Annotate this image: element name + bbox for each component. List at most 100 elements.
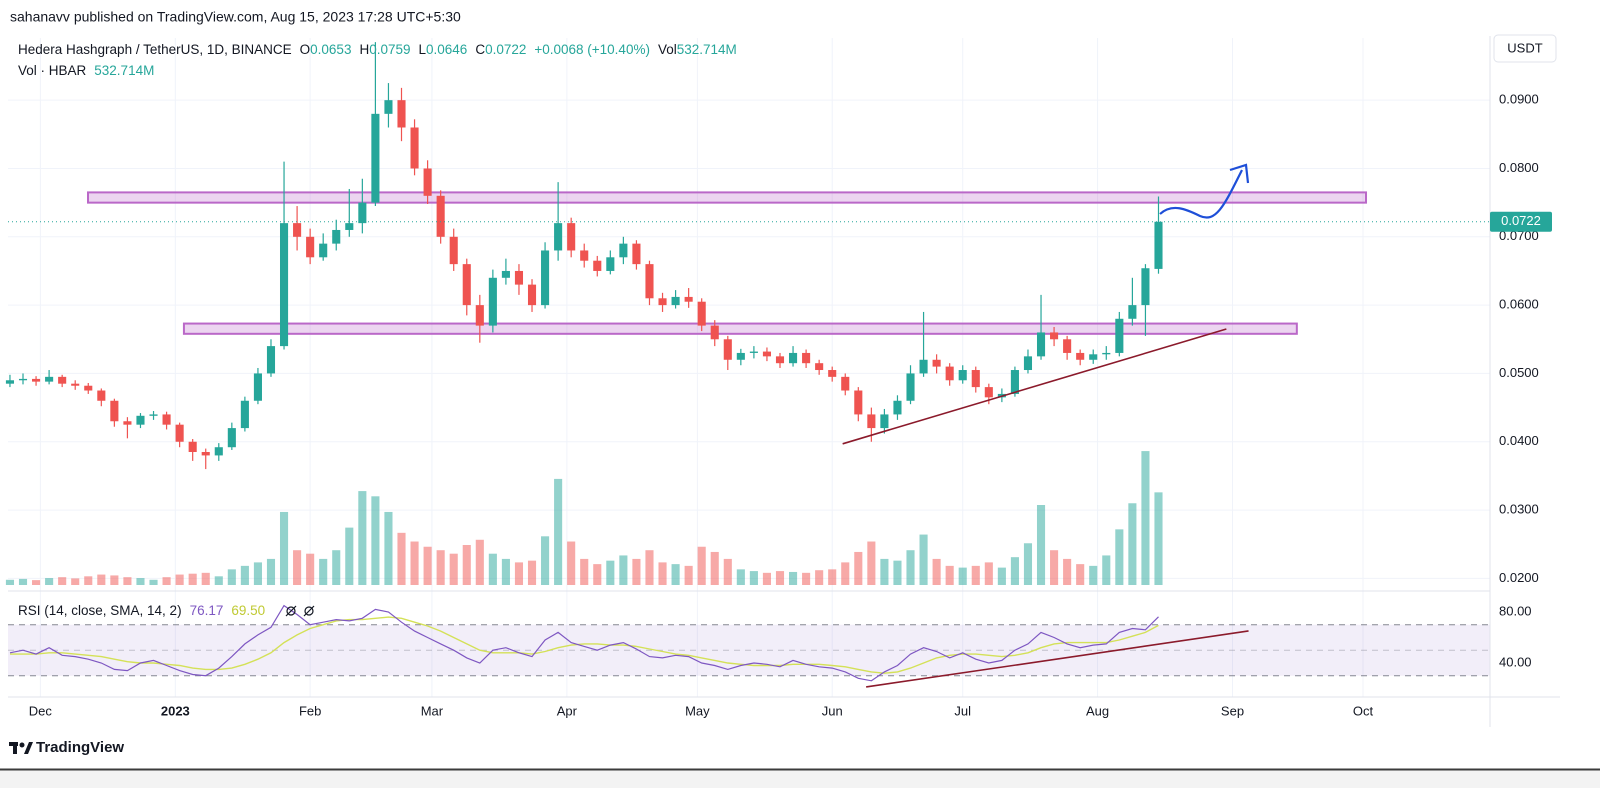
open-value: 0.0653 (310, 42, 351, 57)
volume-bar (279, 511, 289, 585)
candle-body (449, 236, 458, 265)
close-value: 0.0722 (485, 42, 526, 57)
volume-bar (136, 578, 145, 585)
volume-bar (123, 577, 132, 585)
candle-body (266, 346, 276, 374)
candle-body (514, 270, 524, 285)
volume-bar (984, 562, 993, 585)
y-tick-label: 0.0700 (1499, 228, 1539, 243)
volume-bar (619, 555, 628, 585)
rsi-value: 76.17 (190, 603, 224, 618)
candle-body (410, 127, 419, 169)
volume-bar (749, 571, 758, 585)
icon (303, 605, 315, 617)
candle-body (423, 168, 432, 196)
volume-bar (1010, 557, 1019, 585)
logo-part (13, 742, 17, 754)
candle-body (253, 373, 262, 401)
candle-body (619, 243, 628, 258)
candle-body (867, 414, 876, 429)
volume-bar (488, 553, 497, 585)
volume-bar (906, 550, 915, 585)
candle-body (319, 243, 328, 258)
volume-bar (306, 553, 315, 585)
candle-body (1089, 354, 1098, 360)
candle-body (501, 270, 510, 278)
candle-body (18, 378, 28, 381)
volume-bar (58, 577, 67, 585)
volume-title: Vol · HBAR (18, 63, 87, 78)
candle-body (1063, 339, 1072, 353)
currency-button[interactable] (1493, 34, 1557, 63)
rsi-tick-label: 80.00 (1499, 603, 1532, 618)
volume-bar (501, 558, 510, 585)
candle-body (854, 390, 863, 415)
volume-bar (893, 560, 902, 585)
candle-body (645, 264, 654, 299)
rsi-band-fill (8, 624, 1490, 676)
volume-bar (293, 550, 302, 585)
volume-bar (358, 491, 367, 585)
volume-bar (1050, 550, 1059, 585)
volume-label: Vol (658, 42, 677, 57)
candle-body (123, 421, 132, 425)
candle-body (97, 390, 106, 401)
y-tick-label: 0.0800 (1499, 160, 1539, 175)
volume-bar (945, 565, 954, 585)
volume-bar (201, 572, 210, 585)
candle-body (110, 400, 119, 422)
candle-body (332, 229, 341, 244)
candle-body (1023, 356, 1033, 371)
volume-legend-value: 532.714M (94, 63, 154, 78)
candle-body (1115, 318, 1124, 353)
rsi-legend: RSI (14, close, SMA, 14, 2) 76.17 69.50 (18, 603, 265, 618)
currency-label[interactable]: USDT (1507, 40, 1542, 55)
candle-body (580, 250, 589, 261)
volume-bar (175, 574, 184, 585)
volume-bar (1023, 543, 1033, 585)
candle-body (279, 223, 289, 347)
candle-body (488, 277, 497, 326)
volume-bar (828, 569, 837, 585)
candle-body (971, 370, 980, 388)
candle-body (136, 415, 145, 425)
candle-body (358, 202, 367, 224)
legend-line: Hedera Hashgraph / TetherUS, 1D, BINANCE… (18, 42, 737, 57)
x-tick-label: Sep (1221, 703, 1244, 718)
volume-bar (880, 558, 889, 585)
candle-body (1076, 352, 1085, 360)
candle-body (293, 223, 302, 237)
volume-bar (162, 577, 171, 585)
y-tick-label: 0.0200 (1499, 570, 1539, 585)
candle-body (1154, 221, 1163, 269)
bottom-strip (0, 769, 1600, 788)
candle-body (462, 264, 471, 306)
volume-bar (240, 565, 249, 585)
volume-bar (18, 578, 28, 585)
arrow-head (1229, 163, 1250, 184)
y-tick-label: 0.0600 (1499, 297, 1539, 312)
x-tick-label: Jul (954, 703, 971, 718)
volume-bar (645, 550, 654, 585)
volume-bar (789, 571, 798, 585)
logo-part (24, 742, 33, 754)
candle-body (397, 100, 406, 128)
logo-part (19, 742, 25, 748)
candle-body (527, 284, 537, 306)
candle-body (671, 296, 680, 306)
candle-body (1102, 352, 1111, 355)
overlay (8, 221, 1490, 445)
volume-bar (71, 578, 80, 585)
volume-bar (671, 564, 680, 585)
volume-bar (97, 574, 106, 585)
volume-bar (514, 562, 524, 585)
y-tick-label: 0.0400 (1499, 433, 1539, 448)
volume-bar (593, 564, 602, 585)
candle-body (436, 195, 445, 237)
candle-body (919, 359, 928, 374)
volume-bar (266, 558, 276, 585)
candle-body (554, 223, 563, 251)
candle-body (84, 385, 93, 391)
